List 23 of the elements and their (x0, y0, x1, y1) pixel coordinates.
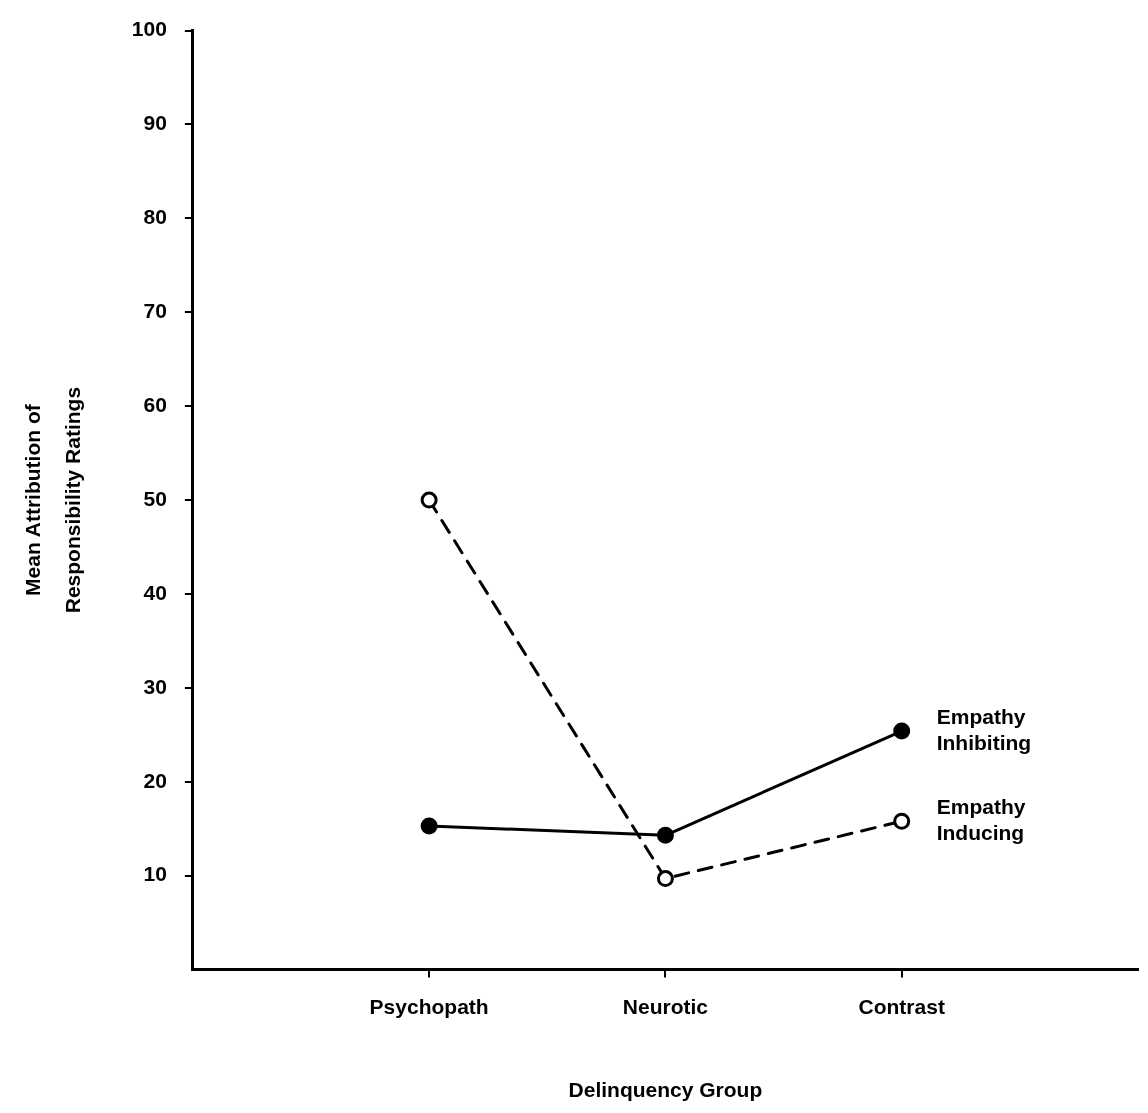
x-tick-label: Neurotic (622, 995, 709, 1018)
y-tick-label: 40 (143, 580, 167, 604)
x-tick-label: Psychopath (369, 995, 489, 1018)
x-tick-label: Contrast (858, 995, 945, 1018)
y-tick-label: 80 (143, 205, 167, 229)
y-tick-label: 30 (143, 674, 167, 698)
y-axis-title: Mean Attribution of Responsibility Ratings (20, 386, 84, 614)
point (893, 812, 911, 830)
series-label: Empathy Inducing (936, 795, 1026, 845)
point (420, 817, 438, 835)
y-tick-label: 60 (143, 393, 167, 416)
series-label: Empathy Inhibiting (936, 704, 1032, 754)
y-tick-label: 100 (131, 17, 167, 41)
point (420, 491, 438, 509)
point (656, 870, 674, 888)
point (893, 722, 911, 740)
y-tick-label: 90 (143, 111, 167, 135)
x-axis-title: Delinquency Group (568, 1078, 763, 1102)
y-tick-label: 70 (143, 299, 167, 323)
y-tick-label: 10 (143, 862, 167, 886)
y-tick-label: 50 (143, 486, 167, 510)
point (656, 826, 674, 844)
y-tick-label: 20 (143, 768, 167, 792)
